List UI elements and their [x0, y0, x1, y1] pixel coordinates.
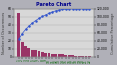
Bar — [88, 56, 91, 57]
Bar — [34, 50, 37, 57]
Bar — [27, 48, 30, 57]
Bar — [78, 56, 81, 57]
Bar — [85, 56, 87, 57]
Bar — [54, 54, 57, 57]
Bar — [51, 54, 54, 57]
Bar — [31, 50, 34, 57]
Bar — [21, 42, 24, 57]
Bar — [41, 52, 44, 57]
Bar — [48, 53, 50, 57]
Bar — [44, 53, 47, 57]
Bar — [61, 54, 64, 57]
Bar — [64, 55, 67, 57]
Y-axis label: Cumulative Percentage: Cumulative Percentage — [111, 12, 115, 54]
Bar — [38, 51, 40, 57]
Bar — [74, 56, 77, 57]
Bar — [24, 46, 27, 57]
Bar — [81, 56, 84, 57]
Bar — [58, 54, 60, 57]
Title: Pareto Chart: Pareto Chart — [36, 2, 72, 7]
Bar — [68, 55, 71, 57]
Y-axis label: Number of Occurrences: Number of Occurrences — [2, 12, 6, 54]
Bar — [17, 13, 20, 57]
Bar — [71, 55, 74, 57]
